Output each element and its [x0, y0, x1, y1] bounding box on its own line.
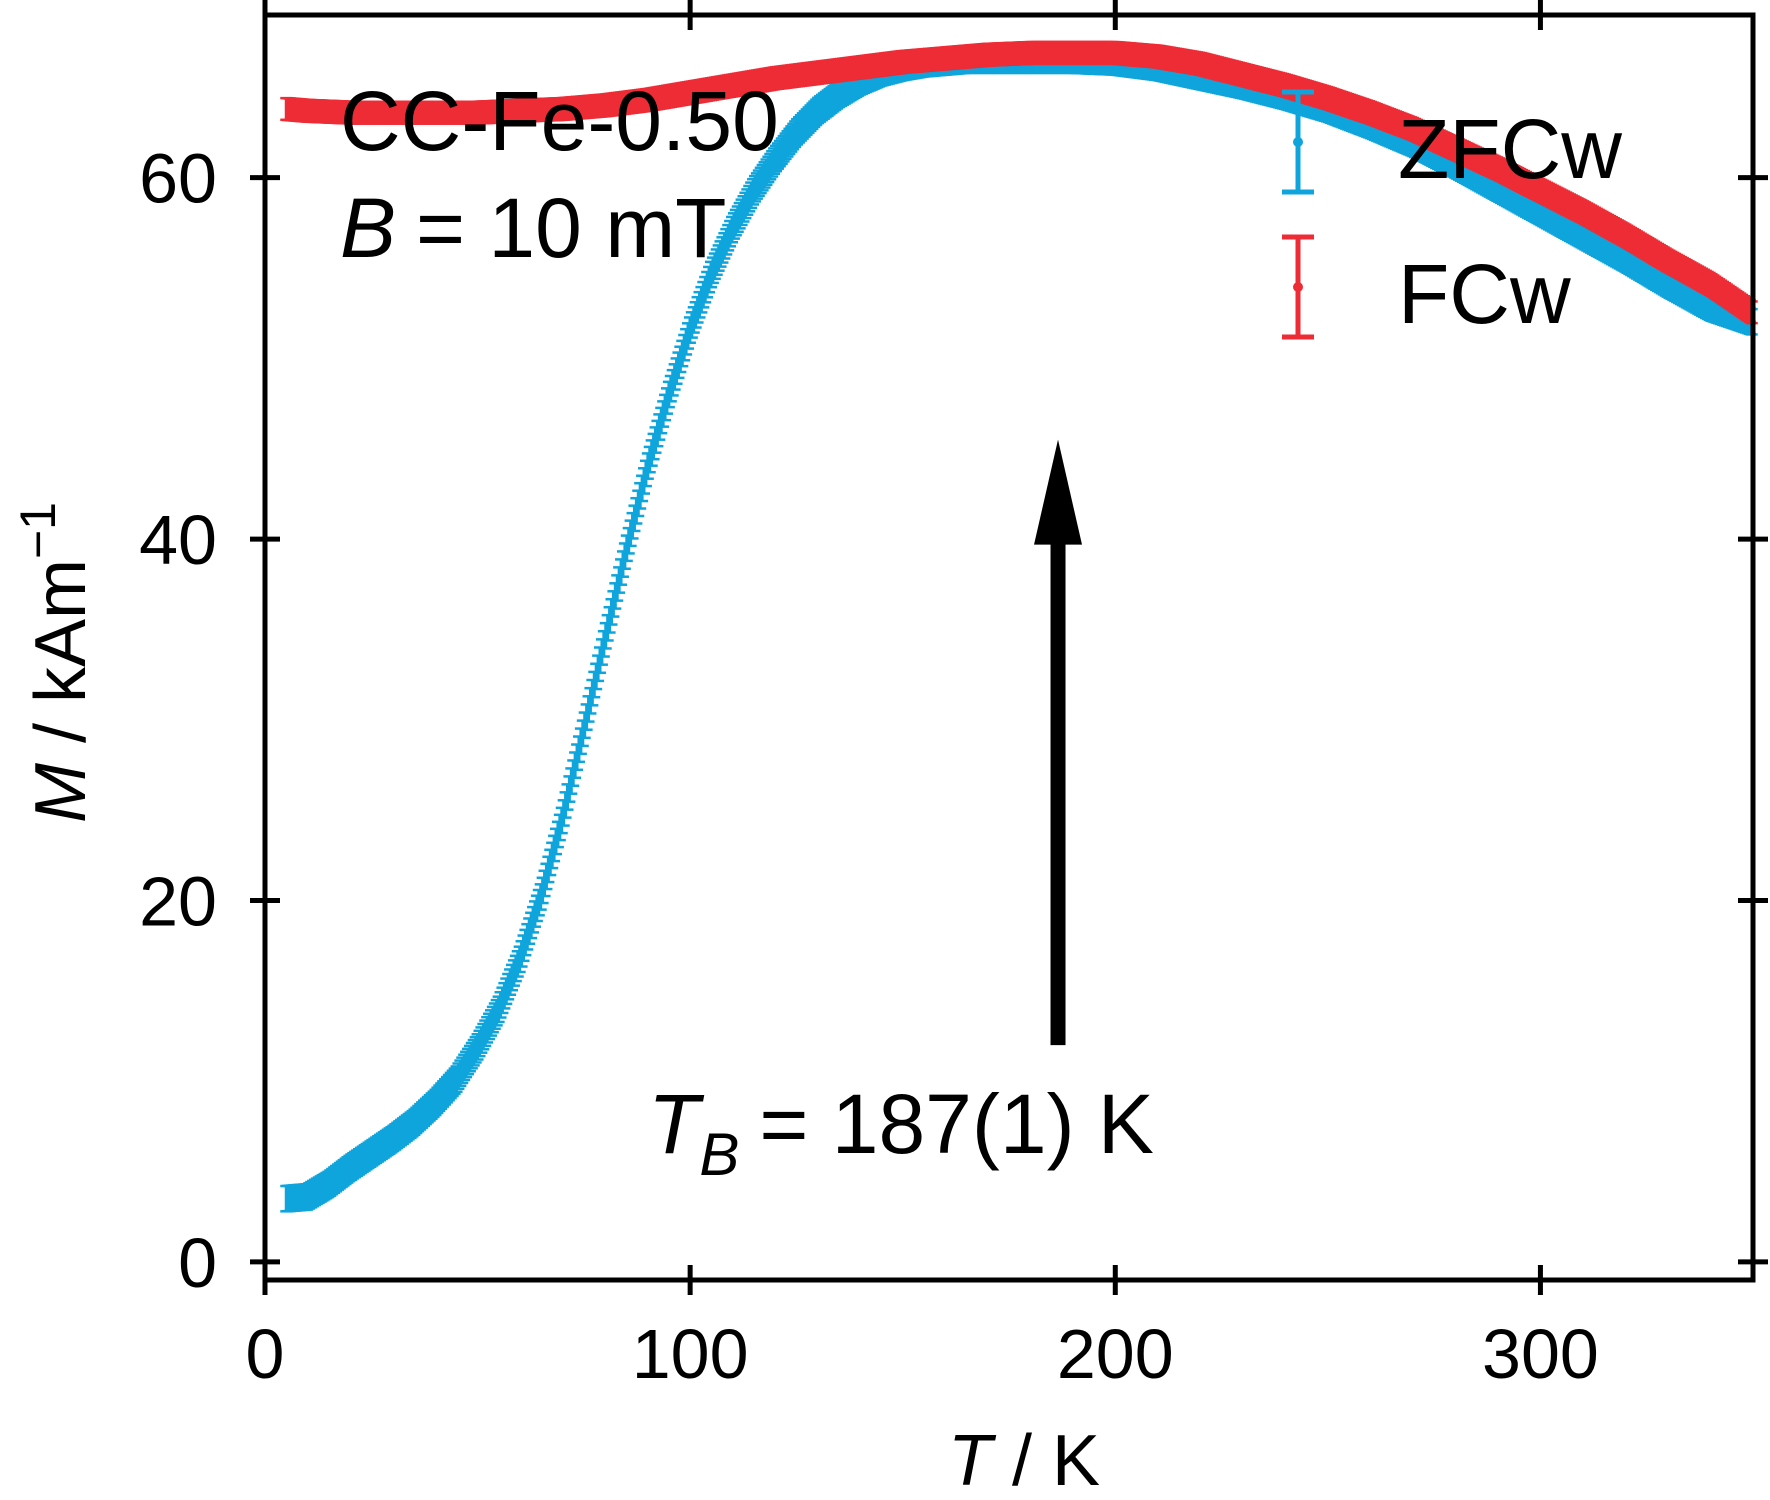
x-tick-label: 200 — [1057, 1315, 1174, 1393]
y-axis-unit-exponent: −1 — [10, 502, 66, 559]
blocking-temperature-arrow — [1034, 439, 1083, 1046]
x-tick-label: 100 — [632, 1315, 749, 1393]
blocking-value: = 187(1) K — [759, 1077, 1154, 1171]
x-axis-title: T / K — [948, 1421, 1100, 1500]
blocking-subscript: B — [699, 1121, 739, 1188]
y-tick-label: 0 — [178, 1224, 217, 1302]
legend-label: ZFCw — [1398, 102, 1622, 196]
y-tick-label: 20 — [139, 863, 217, 941]
y-axis-title: M / kAm−1 — [10, 502, 101, 823]
series-FCw — [280, 40, 1758, 325]
x-tick-label: 0 — [246, 1315, 285, 1393]
x-axis-symbol: T — [948, 1421, 997, 1500]
x-axis-unit: K — [1052, 1421, 1100, 1500]
legend-dot — [1293, 137, 1303, 147]
y-tick-label: 40 — [139, 501, 217, 579]
y-axis-unit: kAm — [21, 559, 101, 703]
plot-area — [280, 40, 1758, 1213]
legend-dot — [1293, 282, 1303, 292]
y-tick-label: 60 — [139, 140, 217, 218]
y-axis-symbol: M — [21, 763, 101, 823]
arrow-head — [1034, 439, 1083, 545]
blocking-symbol: T — [648, 1077, 705, 1171]
plot-frame — [262, 12, 1756, 1283]
x-tick-label: 300 — [1482, 1315, 1599, 1393]
field-label: B = 10 mT — [340, 181, 726, 275]
legend: ZFCw FCw — [1282, 89, 1622, 341]
legend-label: FCw — [1398, 247, 1571, 341]
sample-label: CC-Fe-0.50 — [340, 74, 779, 168]
field-value: = 10 mT — [416, 181, 726, 275]
axis-ticks: 0 100 200 300 0 20 40 60 — [139, 0, 1768, 1393]
blocking-temperature-label: TB = 187(1) K — [648, 1077, 1154, 1188]
field-symbol: B — [340, 181, 396, 275]
legend-entry-FCw: FCw — [1282, 234, 1571, 341]
legend-entry-ZFCw: ZFCw — [1282, 89, 1622, 196]
